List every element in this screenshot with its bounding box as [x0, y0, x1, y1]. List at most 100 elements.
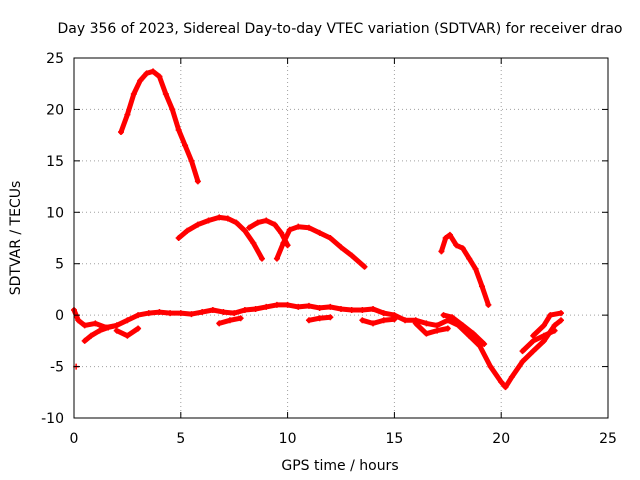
x-tick-label: 15 — [385, 431, 403, 447]
data-point — [167, 310, 174, 317]
data-point — [124, 111, 131, 118]
y-tick-label: -10 — [41, 411, 64, 427]
data-point — [273, 255, 280, 262]
data-point — [188, 157, 195, 164]
x-axis-ticks: 0 5 10 15 20 25 — [70, 58, 617, 447]
series-line — [359, 316, 397, 326]
data-point — [263, 217, 270, 224]
data-point — [145, 310, 152, 317]
y-tick-label: 20 — [46, 102, 64, 118]
y-axis-title: SDTVAR / TECUs — [8, 181, 24, 296]
data-point — [81, 322, 88, 329]
data-series — [71, 68, 565, 391]
data-point — [470, 330, 477, 337]
series-arc-5 — [438, 231, 492, 308]
x-tick-label: 10 — [279, 431, 297, 447]
data-point — [246, 224, 253, 231]
data-point — [478, 283, 485, 290]
data-point — [188, 311, 195, 318]
data-point — [177, 310, 184, 317]
data-point — [273, 301, 280, 308]
data-point — [359, 317, 366, 324]
data-point — [150, 68, 157, 75]
data-point — [502, 384, 509, 391]
series-segment-i — [530, 310, 565, 339]
x-tick-label: 5 — [176, 431, 185, 447]
data-point — [194, 221, 201, 228]
data-point — [327, 303, 334, 310]
data-point — [250, 240, 257, 247]
data-point — [359, 307, 366, 313]
y-tick-label: 0 — [55, 308, 64, 324]
y-tick-label: 15 — [46, 154, 64, 170]
data-point — [423, 330, 430, 337]
data-point — [241, 227, 248, 234]
data-point — [231, 310, 238, 317]
data-point — [280, 240, 287, 247]
data-point — [130, 91, 137, 97]
data-point — [143, 70, 150, 77]
y-tick-label: 25 — [46, 51, 64, 67]
data-point — [338, 244, 344, 251]
series-arc-2 — [175, 214, 265, 262]
data-point — [241, 307, 248, 313]
data-point — [380, 317, 387, 324]
data-point — [434, 322, 441, 329]
data-point — [327, 235, 334, 241]
data-point — [348, 252, 355, 259]
data-point — [440, 312, 447, 319]
data-point — [316, 315, 323, 322]
series-line — [274, 224, 367, 270]
y-axis-ticks: -10 -5 0 5 10 15 20 25 — [41, 51, 608, 427]
data-point — [88, 332, 95, 339]
data-point — [305, 302, 312, 309]
series-segment-f — [412, 320, 451, 337]
data-point — [459, 322, 466, 329]
data-point — [547, 312, 554, 319]
data-point — [530, 337, 537, 344]
data-point — [92, 320, 99, 327]
data-point — [75, 317, 82, 324]
data-point — [453, 242, 460, 249]
data-point — [472, 265, 479, 272]
x-tick-label: 25 — [599, 431, 617, 447]
data-point — [442, 235, 449, 241]
data-point — [284, 301, 291, 308]
data-point — [519, 348, 526, 355]
data-point — [305, 224, 312, 231]
series-arc-3 — [246, 217, 291, 249]
data-point — [558, 317, 565, 324]
data-point — [286, 226, 293, 233]
data-point — [540, 332, 547, 339]
data-point — [508, 373, 515, 380]
data-point — [438, 248, 445, 255]
data-point — [135, 312, 142, 319]
data-point — [338, 305, 344, 312]
data-point — [156, 73, 163, 80]
data-point — [137, 77, 144, 84]
series-segment-g — [440, 312, 488, 347]
data-point — [519, 358, 526, 365]
data-point — [361, 263, 368, 270]
data-point — [295, 223, 302, 230]
data-point — [96, 327, 103, 334]
data-point — [258, 255, 265, 262]
series-line — [413, 320, 451, 337]
data-point — [216, 320, 223, 327]
series-arc-1 — [117, 68, 201, 185]
data-point — [449, 314, 456, 321]
data-point — [216, 214, 223, 221]
series-line — [246, 218, 291, 248]
data-point — [124, 317, 131, 324]
series-line — [176, 214, 265, 262]
data-point — [271, 221, 278, 228]
data-point — [263, 303, 270, 310]
data-point — [370, 320, 377, 327]
data-point — [194, 178, 201, 185]
data-point — [135, 325, 142, 332]
data-point — [487, 363, 494, 370]
y-tick-label: 5 — [55, 257, 64, 273]
series-arc-4 — [273, 223, 368, 270]
